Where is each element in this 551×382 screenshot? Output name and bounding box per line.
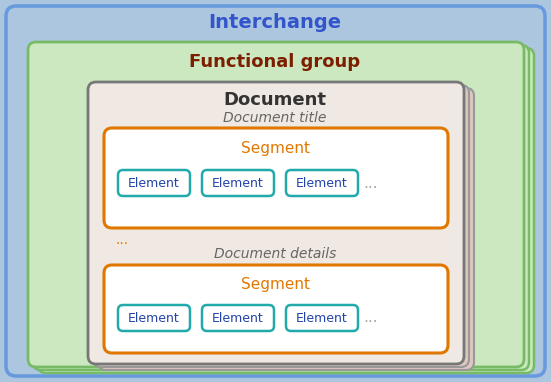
Text: Interchange: Interchange (208, 13, 342, 31)
Text: Segment: Segment (240, 141, 310, 155)
FancyBboxPatch shape (98, 88, 474, 370)
FancyBboxPatch shape (33, 45, 529, 370)
Text: Element: Element (212, 311, 264, 324)
FancyBboxPatch shape (286, 170, 358, 196)
FancyBboxPatch shape (202, 170, 274, 196)
Text: Document: Document (224, 91, 327, 109)
FancyBboxPatch shape (118, 305, 190, 331)
FancyBboxPatch shape (88, 82, 464, 364)
FancyBboxPatch shape (93, 85, 469, 367)
FancyBboxPatch shape (118, 170, 190, 196)
Text: Document details: Document details (214, 247, 336, 261)
Text: Element: Element (128, 176, 180, 189)
Text: Element: Element (296, 176, 348, 189)
Text: Element: Element (212, 176, 264, 189)
Text: Segment: Segment (240, 277, 310, 291)
FancyBboxPatch shape (104, 128, 448, 228)
Text: Element: Element (296, 311, 348, 324)
Text: ...: ... (115, 233, 128, 247)
Text: ...: ... (363, 175, 377, 191)
FancyBboxPatch shape (202, 305, 274, 331)
Text: ...: ... (363, 311, 377, 325)
FancyBboxPatch shape (286, 305, 358, 331)
FancyBboxPatch shape (104, 265, 448, 353)
FancyBboxPatch shape (6, 6, 545, 376)
FancyBboxPatch shape (28, 42, 524, 367)
Text: Document title: Document title (223, 111, 327, 125)
FancyBboxPatch shape (38, 48, 534, 373)
Text: Element: Element (128, 311, 180, 324)
Text: Functional group: Functional group (190, 53, 360, 71)
